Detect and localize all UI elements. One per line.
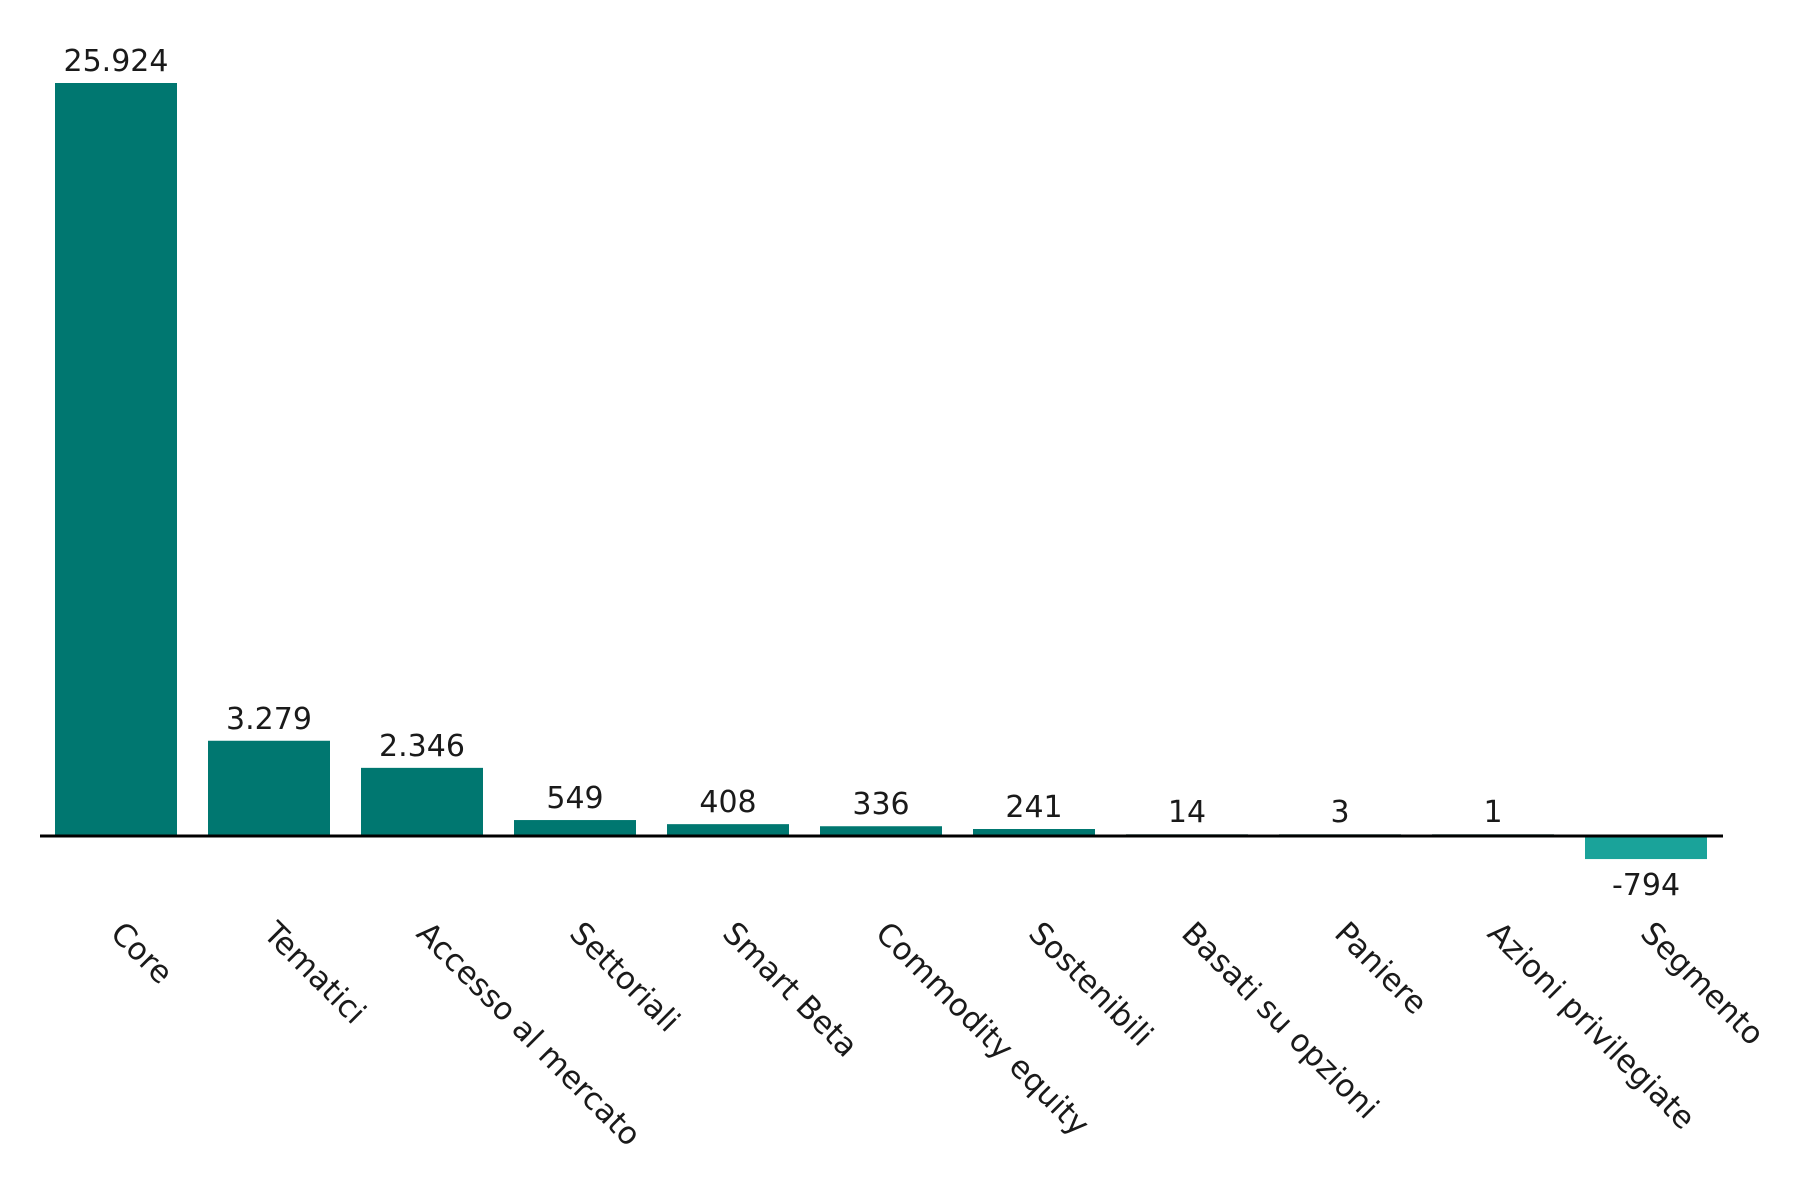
bar-segmento — [1585, 836, 1707, 860]
category-label-sostenibili: Sostenibili — [1021, 915, 1159, 1053]
bar-tematici — [208, 740, 330, 836]
value-label-paniere: 3 — [1330, 795, 1349, 830]
bar-smart-beta — [667, 824, 789, 836]
value-label-segmento: -794 — [1612, 868, 1680, 903]
bar-settoriali — [514, 820, 636, 836]
category-label-paniere: Paniere — [1327, 915, 1434, 1022]
value-label-core: 25.924 — [64, 44, 169, 79]
category-label-smart-beta: Smart Beta — [715, 915, 864, 1064]
value-label-commodity-equity: 336 — [852, 787, 909, 822]
bars-group — [55, 83, 1707, 860]
bar-commodity-equity — [820, 826, 942, 836]
category-labels-group: Core Tematici Accesso al mercatoSettoriali… — [103, 914, 1771, 1153]
value-label-accesso-al-mercato: 2.346 — [379, 729, 465, 764]
value-label-basati-su-opzioni: 14 — [1168, 795, 1206, 830]
value-labels-group: 25.924 3.279 2.346 549 408 336 241 14 3 1 -794 — [64, 44, 1681, 903]
category-label-segmento: Segmento — [1633, 915, 1771, 1053]
category-label-tematici: Tematici — [256, 914, 373, 1031]
value-label-sostenibili: 241 — [1005, 790, 1062, 825]
bar-sostenibili — [973, 828, 1095, 836]
value-label-tematici: 3.279 — [226, 702, 312, 737]
category-label-core: Core — [103, 915, 179, 991]
bar-accesso-al-mercato — [361, 767, 483, 836]
category-label-settoriali: Settoriali — [562, 915, 686, 1039]
bar-core — [55, 83, 177, 836]
value-label-azioni-privilegiate: 1 — [1483, 795, 1502, 830]
value-label-settoriali: 549 — [546, 781, 603, 816]
value-label-smart-beta: 408 — [699, 785, 756, 820]
